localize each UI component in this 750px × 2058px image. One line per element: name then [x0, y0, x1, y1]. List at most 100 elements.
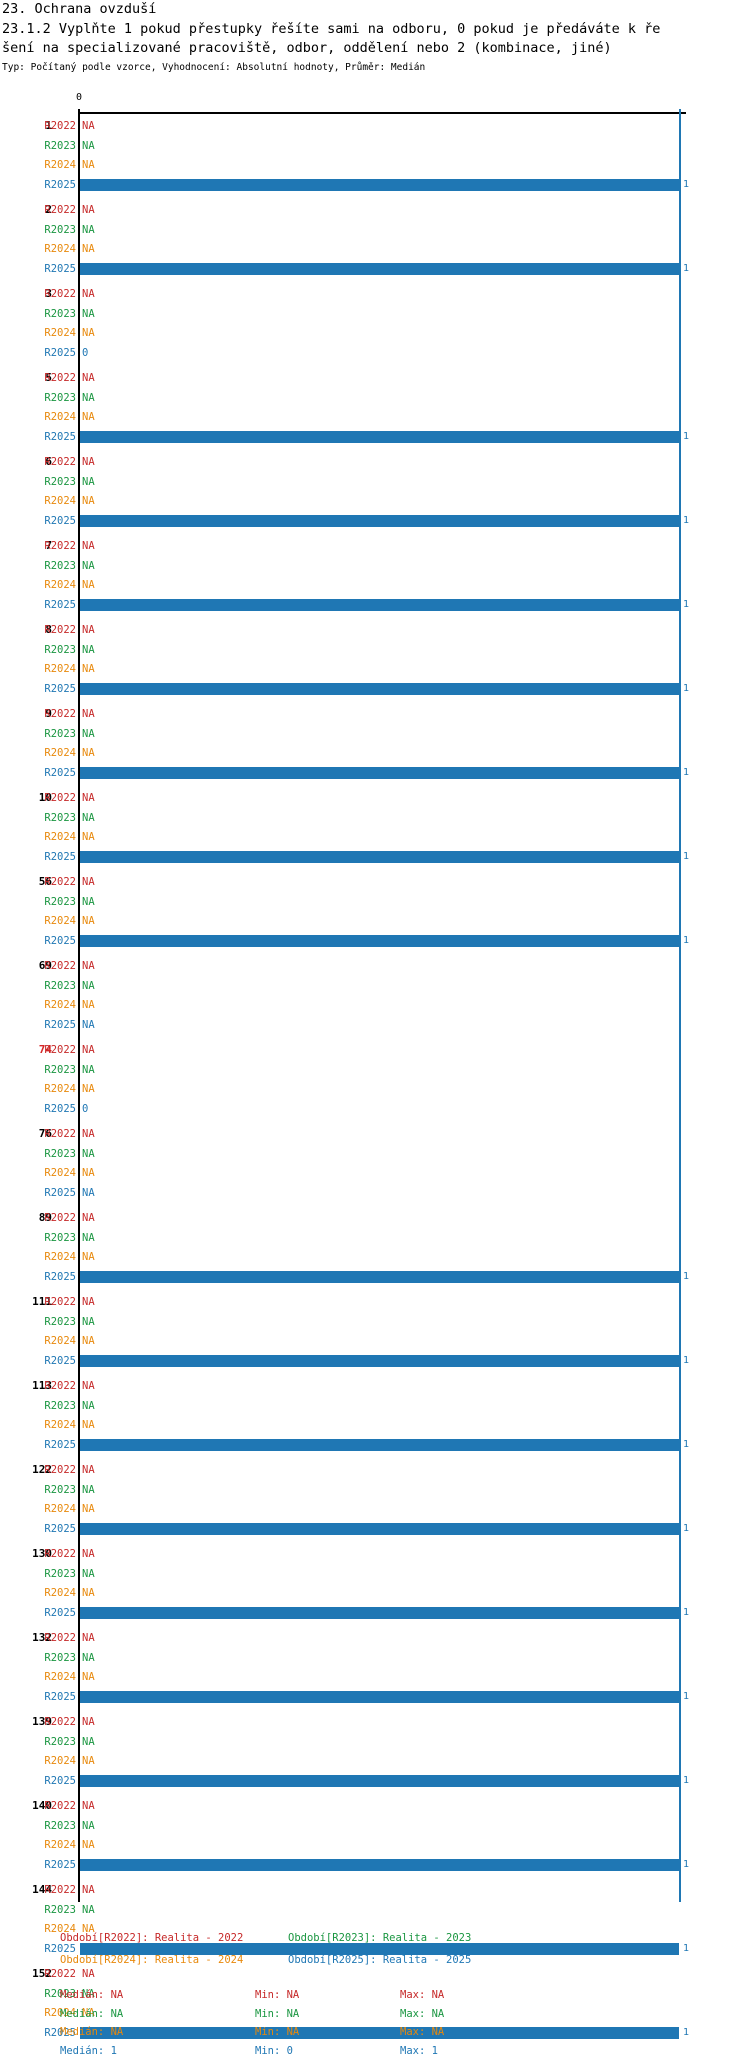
bar-value-label: 1 [683, 1523, 690, 1535]
value-na: NA [82, 1567, 95, 1580]
value-na: NA [82, 307, 95, 320]
series-label-r2024: R2024 [44, 495, 76, 508]
series-label-r2023: R2023 [44, 223, 76, 236]
group-number-label: 89 [38, 1211, 52, 1224]
series-label-r2023: R2023 [44, 1735, 76, 1748]
value-na: NA [82, 708, 95, 720]
bar-value-label: 1 [683, 179, 690, 191]
series-label-r2025: R2025 [44, 1523, 76, 1536]
series-label-r2022: R2022 [44, 1128, 76, 1140]
group-number-label: 3 [45, 287, 52, 300]
bar-value-label: 1 [683, 263, 690, 275]
chart-bar[interactable] [80, 2026, 679, 2040]
value-na: NA [82, 792, 95, 804]
chart-bar[interactable] [80, 178, 679, 192]
chart-bar[interactable] [80, 598, 679, 612]
group-number-label: 9 [45, 707, 52, 720]
chart-bar[interactable] [80, 1522, 679, 1536]
chart-bar[interactable] [80, 514, 679, 528]
series-label-r2023: R2023 [44, 727, 76, 740]
legend-median-r2025: Medián: 1 [60, 2044, 117, 2057]
chart-bar[interactable] [80, 766, 679, 780]
series-label-r2023: R2023 [44, 1903, 76, 1916]
value-na: NA [82, 2007, 95, 2020]
series-label-r2022: R2022 [44, 876, 76, 888]
value-na: NA [82, 1399, 95, 1412]
chart-meta: Typ: Počítaný podle vzorce, Vyhodnocení:… [2, 61, 426, 73]
value-na: NA [82, 1503, 95, 1516]
value-na: NA [82, 372, 95, 384]
chart-bar[interactable] [80, 1942, 679, 1956]
chart-bar[interactable] [80, 934, 679, 948]
series-label-r2025: R2025 [44, 767, 76, 780]
series-label-r2024: R2024 [44, 1335, 76, 1348]
value-na: NA [82, 327, 95, 340]
series-label-r2025: R2025 [44, 1355, 76, 1368]
series-label-r2023: R2023 [44, 1819, 76, 1832]
series-label-r2023: R2023 [44, 1399, 76, 1412]
chart-bar[interactable] [80, 1438, 679, 1452]
legend-period-r2025: Období[R2025]: Realita - 2025 [288, 1954, 472, 1966]
series-label-r2022: R2022 [44, 456, 76, 468]
chart-legend: Období[R2022]: Realita - 2022 Období[R202… [0, 1916, 750, 2058]
legend-min-r2024: Min: NA [255, 2026, 300, 2038]
group-number-label: 130 [32, 1547, 52, 1560]
legend-median-r2023: Medián: NA [60, 2007, 124, 2020]
series-label-r2022: R2022 [44, 1464, 76, 1476]
series-label-r2025: R2025 [44, 683, 76, 696]
series-label-r2025: R2025 [44, 179, 76, 192]
value-na: NA [82, 895, 95, 908]
group-number-label: 113 [32, 1379, 52, 1392]
value-na: NA [82, 223, 95, 236]
series-label-r2022: R2022 [44, 708, 76, 720]
series-label-r2022: R2022 [44, 288, 76, 300]
series-label-r2023: R2023 [44, 391, 76, 404]
series-label-r2024: R2024 [44, 2007, 76, 2020]
series-label-r2025: R2025 [44, 1607, 76, 1620]
bar-value-label: 1 [683, 1607, 690, 1619]
series-label-r2023: R2023 [44, 1567, 76, 1580]
group-number-label: 2 [45, 203, 52, 216]
value-na: NA [82, 999, 95, 1012]
value-na: NA [82, 1063, 95, 1076]
bar-value-label: 1 [683, 1775, 690, 1787]
legend-median-r2024: Medián: NA [60, 2026, 124, 2038]
group-number-label: 122 [32, 1463, 52, 1476]
value-na: NA [82, 643, 95, 656]
legend-period-r2024: Období[R2024]: Realita - 2024 [60, 1954, 244, 1966]
group-number-label: 139 [32, 1715, 52, 1728]
chart-bar[interactable] [80, 1858, 679, 1872]
series-label-r2022: R2022 [44, 1632, 76, 1644]
value-na: NA [82, 1019, 95, 1032]
value-na: NA [82, 727, 95, 740]
chart-bar[interactable] [80, 1270, 679, 1284]
series-label-r2023: R2023 [44, 139, 76, 152]
value-na: NA [82, 559, 95, 572]
series-label-r2023: R2023 [44, 1987, 76, 2000]
series-label-r2025: R2025 [44, 1103, 76, 1116]
group-number-label: 74 [38, 1043, 52, 1056]
group-number-label: 152 [32, 1967, 52, 1980]
series-label-r2025: R2025 [44, 431, 76, 444]
series-label-r2024: R2024 [44, 1167, 76, 1180]
series-label-r2023: R2023 [44, 475, 76, 488]
group-number-label: 140 [32, 1799, 52, 1812]
value-na: NA [82, 411, 95, 424]
chart-bar[interactable] [80, 1690, 679, 1704]
chart-bar[interactable] [80, 850, 679, 864]
series-label-r2024: R2024 [44, 579, 76, 592]
value-na: NA [82, 1147, 95, 1160]
value-na: NA [82, 1187, 95, 1200]
bar-value-label: 1 [683, 1355, 690, 1367]
series-label-r2022: R2022 [44, 540, 76, 552]
chart-bar[interactable] [80, 1774, 679, 1788]
question-line-2: šení na specializované pracoviště, odbor… [2, 40, 612, 57]
chart-bar[interactable] [80, 262, 679, 276]
series-label-r2024: R2024 [44, 1839, 76, 1852]
series-label-r2022: R2022 [44, 1800, 76, 1812]
chart-bar[interactable] [80, 682, 679, 696]
value-na: NA [82, 495, 95, 508]
chart-bar[interactable] [80, 430, 679, 444]
chart-bar[interactable] [80, 1354, 679, 1368]
chart-bar[interactable] [80, 1606, 679, 1620]
